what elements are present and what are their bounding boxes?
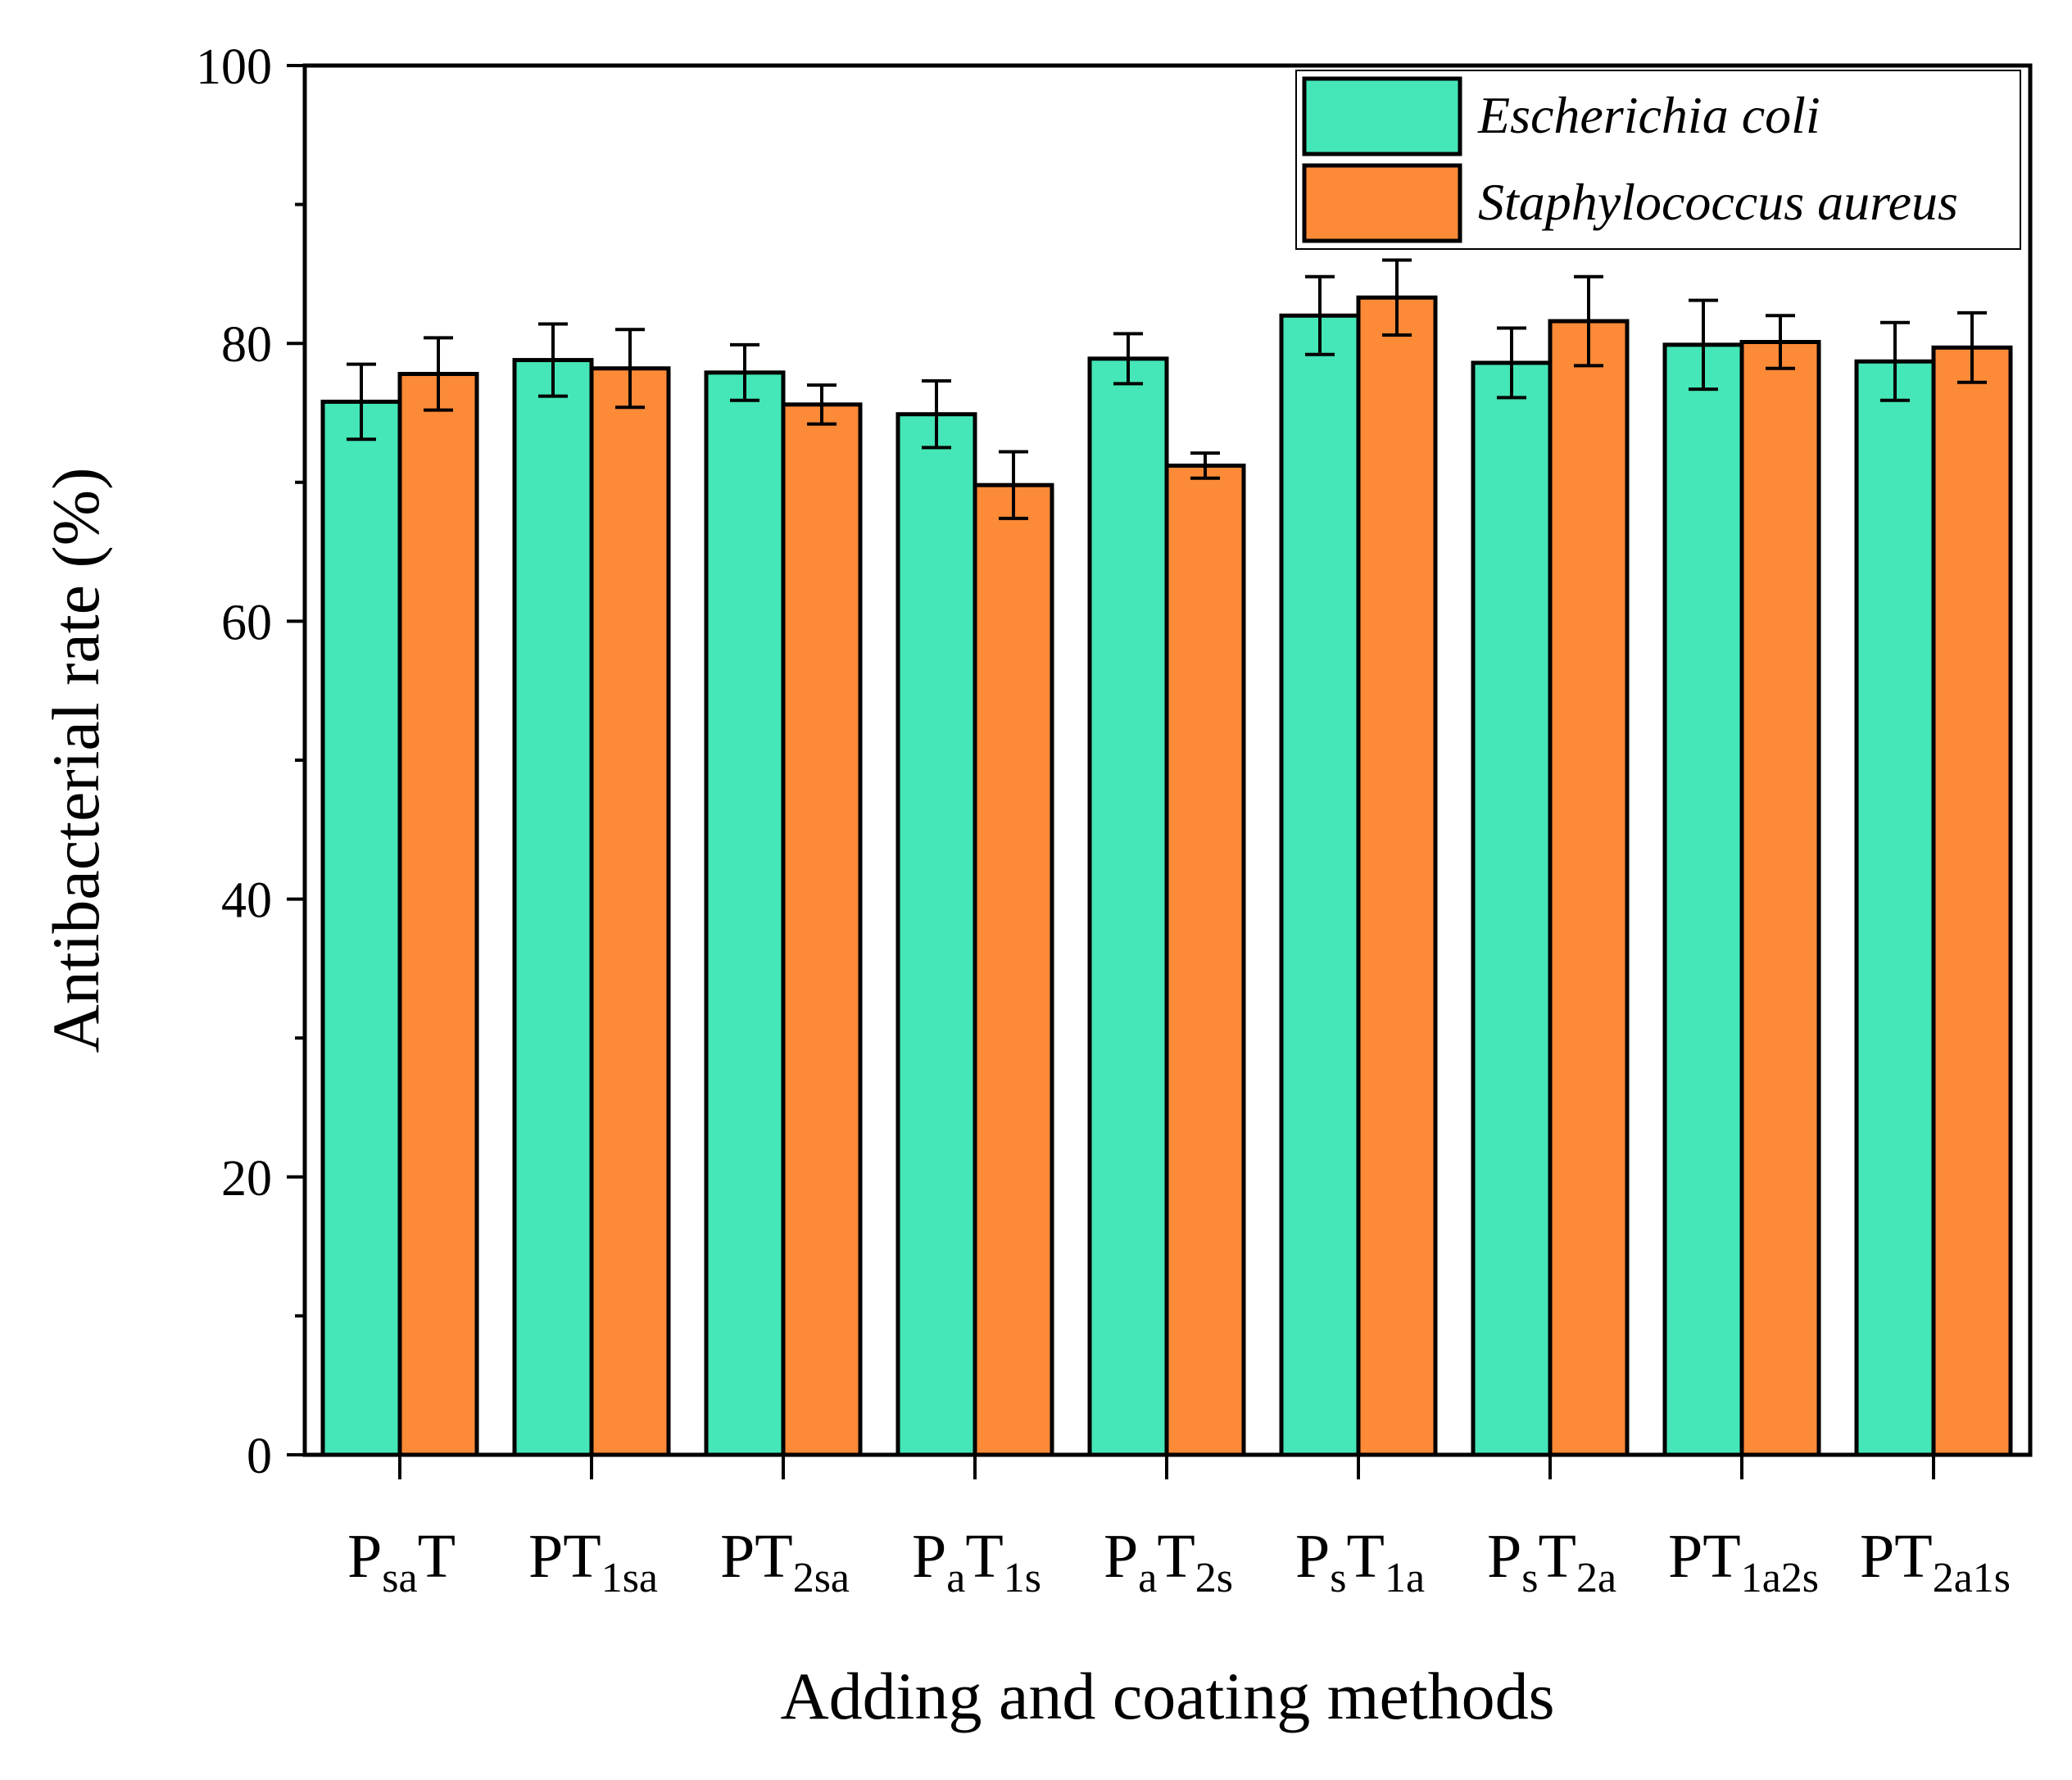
y-tick-label: 80 [221, 317, 272, 373]
bar-e-coli-6 [1471, 360, 1553, 1457]
bar-e-coli-2 [704, 370, 786, 1457]
legend-swatch-escherichia-coli [1302, 76, 1462, 156]
x-tick-label: PT1sa [528, 1522, 658, 1601]
y-tick-label: 60 [221, 595, 272, 650]
y-axis-label: Antibacterial rate (%) [39, 468, 113, 1053]
error-bar [538, 322, 568, 398]
error-bar [1880, 320, 1910, 402]
legend-swatch-staphylococcus-aureus [1302, 163, 1462, 243]
bar-e-coli-8 [1854, 359, 1936, 1457]
bar-s-aureus-5 [1356, 295, 1438, 1457]
bar-e-coli-0 [320, 399, 402, 1457]
x-tick-label: PsT2a [1487, 1522, 1616, 1601]
bar-e-coli-5 [1279, 313, 1361, 1457]
error-bar [615, 328, 645, 410]
error-bar [1497, 326, 1526, 400]
x-tick-label: PsT1a [1295, 1522, 1425, 1601]
error-bar [999, 450, 1028, 520]
error-bar [807, 383, 837, 426]
error-bar [1382, 258, 1412, 337]
x-tick-label: PsaT [347, 1522, 456, 1601]
bar-s-aureus-6 [1548, 319, 1630, 1457]
bar-s-aureus-8 [1931, 345, 2013, 1457]
y-axis: 0 20 40 60 80 100 [196, 39, 305, 1484]
bar-s-aureus-1 [589, 366, 671, 1457]
error-bar [1305, 274, 1335, 356]
error-bar [1113, 332, 1143, 386]
error-bar [730, 342, 759, 402]
error-bar [1190, 451, 1220, 480]
y-tick-label: 0 [247, 1429, 272, 1484]
x-tick-label: PT1a2s [1668, 1522, 1819, 1601]
x-tick-label: PaT2s [1104, 1522, 1233, 1601]
x-axis: PsaT PT1sa PT2sa PaT1s PaT2s PsT1a PsT2a PT1a2s… [347, 1455, 2011, 1601]
bar-e-coli-1 [512, 358, 594, 1457]
error-bar [347, 362, 376, 442]
legend-label-staphylococcus-aureus: Staphylococcus aureus [1478, 173, 1958, 231]
error-bar [1574, 274, 1603, 368]
y-tick-label: 20 [221, 1151, 272, 1207]
bars-layer [320, 295, 2013, 1457]
y-tick-label: 100 [196, 39, 272, 95]
x-axis-label: Adding and coating methods [780, 1659, 1554, 1733]
bar-e-coli-7 [1662, 342, 1744, 1457]
legend: Escherichia coli Staphylococcus aureus [1295, 70, 2021, 250]
y-tick-label: 40 [221, 873, 272, 929]
bar-e-coli-4 [1087, 356, 1169, 1457]
x-tick-label: PT2a1s [1860, 1522, 2011, 1601]
x-tick-label: PT2sa [720, 1522, 850, 1601]
error-bar [922, 378, 951, 450]
error-bar [1766, 314, 1795, 370]
bar-s-aureus-4 [1164, 463, 1246, 1457]
x-tick-label: PaT1s [912, 1522, 1041, 1601]
bar-s-aureus-7 [1739, 340, 1821, 1457]
error-bar [424, 336, 453, 412]
error-bar [1689, 298, 1718, 392]
error-bar [1957, 310, 1987, 384]
error-bars-layer [347, 258, 1987, 520]
bar-s-aureus-2 [781, 402, 863, 1457]
bar-s-aureus-0 [397, 372, 479, 1457]
bar-s-aureus-3 [973, 482, 1054, 1457]
legend-label-escherichia-coli: Escherichia coli [1477, 86, 1820, 144]
bar-e-coli-3 [895, 412, 977, 1457]
